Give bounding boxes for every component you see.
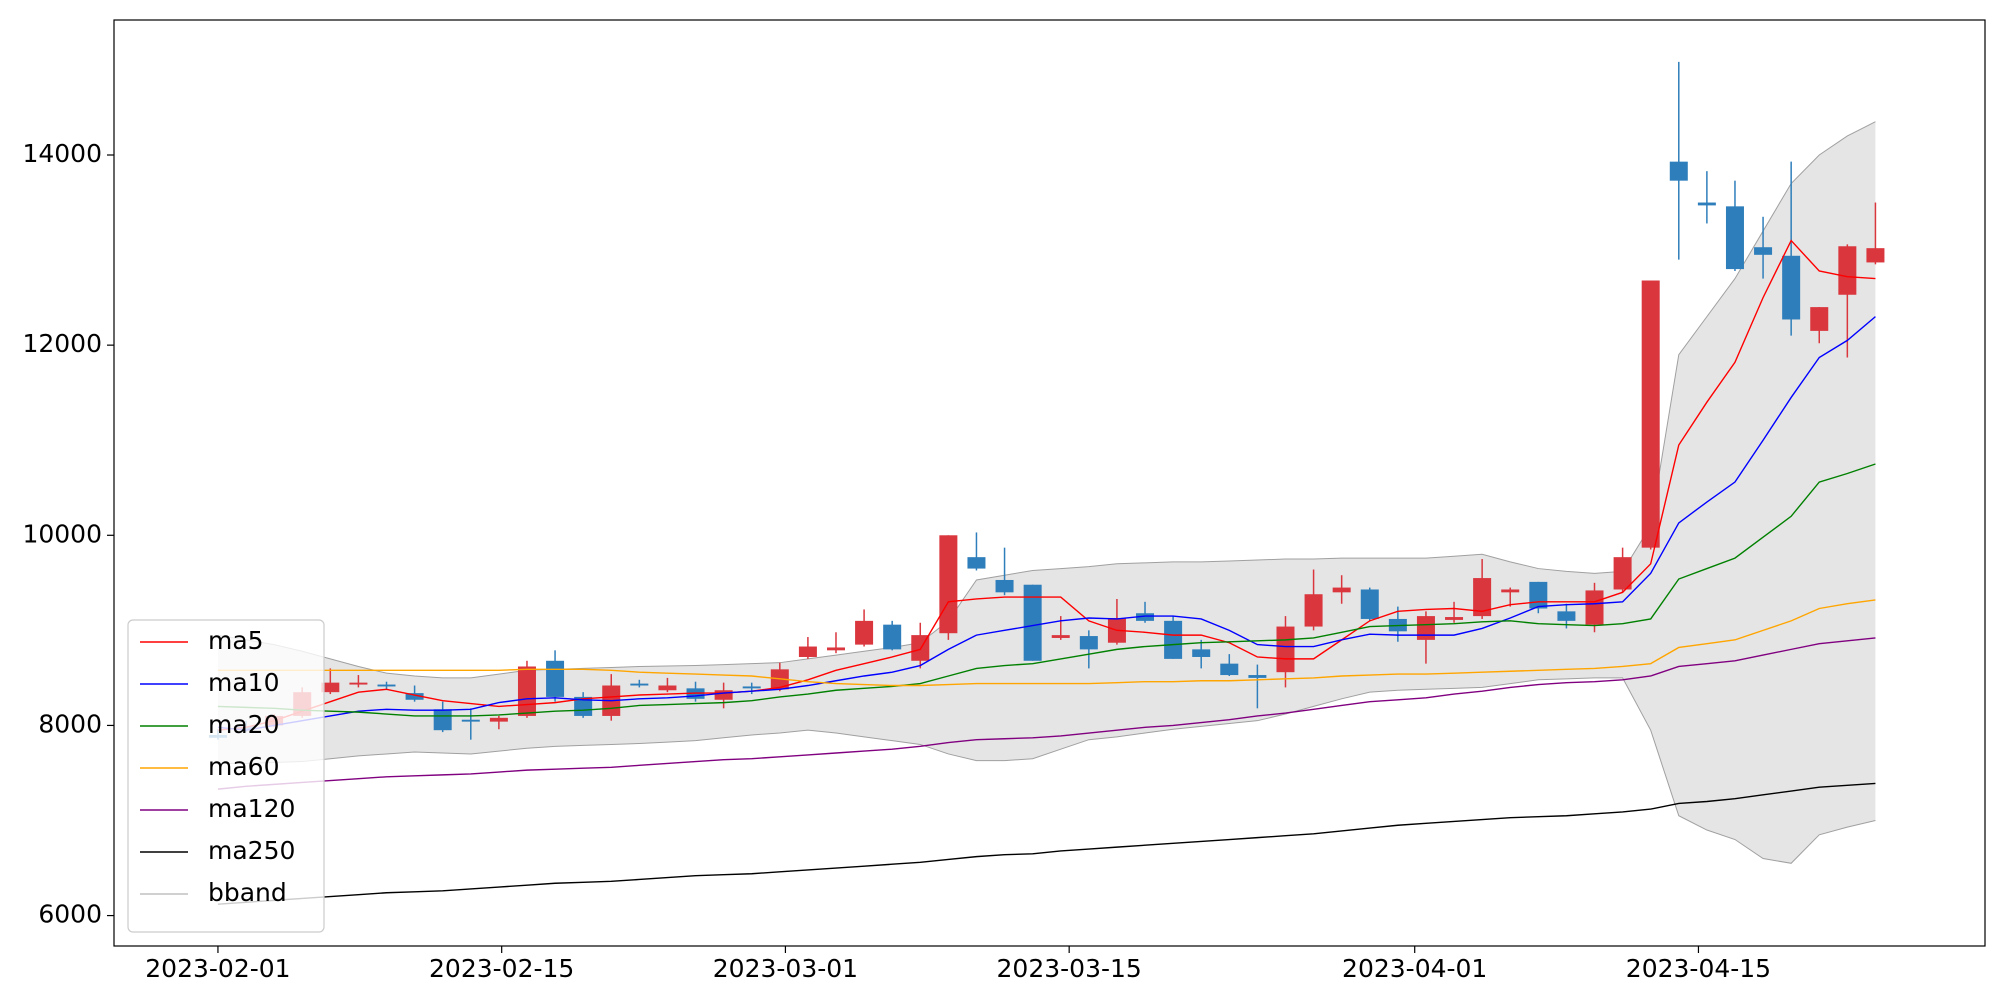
candle-body (630, 683, 649, 686)
x-tick-label: 2023-03-15 (997, 954, 1142, 983)
candle-body (1220, 663, 1239, 676)
legend-box (127, 619, 325, 933)
candle-body (349, 682, 368, 685)
candle-body (1613, 557, 1632, 590)
candle-body (1023, 584, 1042, 661)
candle-body (1641, 280, 1660, 548)
candle-body (939, 535, 958, 634)
y-tick-label: 12000 (22, 329, 102, 358)
ma-line (217, 599, 1876, 687)
candle-body (1304, 594, 1323, 627)
candle-body (1136, 613, 1155, 621)
candle-body (405, 693, 424, 700)
candle-body (1192, 649, 1211, 657)
candle-body (798, 646, 817, 657)
candle-body (377, 684, 396, 687)
y-tick-label: 14000 (22, 139, 102, 168)
candle-body (1557, 611, 1576, 621)
x-tick-label: 2023-02-15 (429, 954, 574, 983)
ma-line (217, 463, 1876, 717)
candle-body (1697, 202, 1716, 206)
ma-line (217, 637, 1876, 790)
band-upper (217, 121, 1876, 679)
candle-body (1416, 616, 1435, 640)
y-tick-label: 10000 (22, 519, 102, 548)
candle-body (995, 579, 1014, 593)
candle-body (574, 696, 593, 716)
candle-body (714, 690, 733, 700)
y-tick-label: 6000 (38, 900, 102, 929)
x-tick-label: 2023-03-01 (713, 954, 858, 983)
legend-label: ma120 (208, 794, 295, 823)
legend-label: bband (208, 878, 287, 907)
candle-body (1585, 590, 1604, 625)
candle-body (742, 686, 761, 689)
x-tick-label: 2023-02-01 (145, 954, 290, 983)
candle-body (1866, 248, 1885, 263)
candle-body (967, 557, 986, 569)
legend-label: ma250 (208, 836, 295, 865)
candle-body (1248, 675, 1267, 678)
candle-body (1445, 617, 1464, 620)
ma-line (217, 239, 1876, 731)
x-tick-label: 2023-04-15 (1626, 954, 1771, 983)
candle-body (517, 666, 536, 716)
plot-area (208, 61, 1885, 905)
ma-line (217, 782, 1876, 905)
candle-body (1838, 246, 1857, 295)
candle-body (883, 624, 902, 650)
candle-body (1332, 587, 1351, 593)
candle-body (1501, 589, 1520, 593)
candle-body (1810, 307, 1829, 331)
candle-body (658, 685, 677, 691)
candle-body (826, 647, 845, 651)
candle-body (1669, 161, 1688, 181)
plot-frame (113, 19, 1986, 947)
y-tick-label: 8000 (38, 709, 102, 738)
candle-body (1276, 626, 1295, 673)
band-area (217, 121, 1876, 864)
candle-body (1782, 255, 1801, 320)
candle-body (1164, 620, 1183, 659)
legend-label: ma60 (208, 752, 279, 781)
candle-body (1051, 635, 1070, 638)
candle-body (546, 660, 565, 697)
candle-body (489, 717, 508, 722)
candle-body (321, 682, 340, 693)
candle-body (855, 620, 874, 645)
x-tick-label: 2023-04-01 (1342, 954, 1487, 983)
candle-body (433, 709, 452, 731)
legend-label: ma10 (208, 668, 279, 697)
candle-body (1360, 589, 1379, 619)
candle-body (1529, 581, 1548, 609)
candle-body (1079, 636, 1098, 650)
candle-body (1473, 578, 1492, 617)
legend-label: ma20 (208, 710, 279, 739)
candle-body (1754, 247, 1773, 255)
candle-body (461, 719, 480, 722)
band-lower (217, 677, 1876, 864)
candle-body (1725, 206, 1744, 270)
legend-label: ma5 (208, 626, 264, 655)
ma-line (217, 316, 1876, 731)
